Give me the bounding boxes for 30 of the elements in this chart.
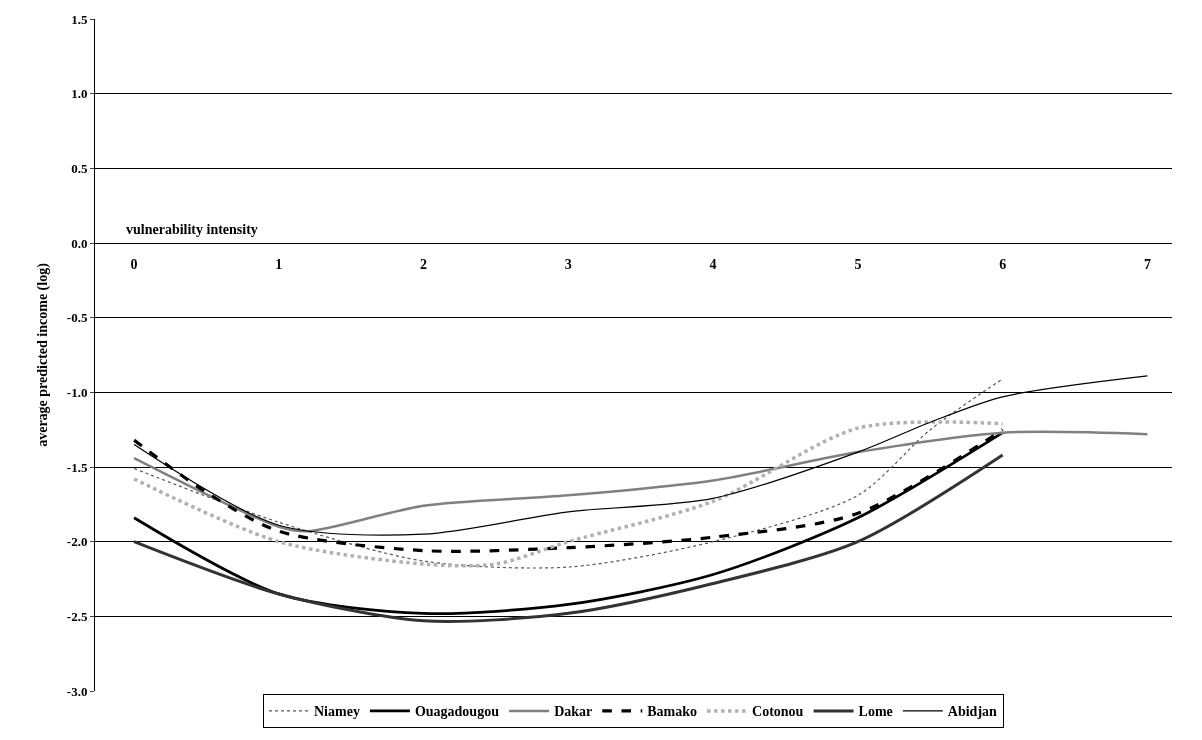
- x-tick-label: 7: [1143, 256, 1151, 272]
- legend-label: Niamey: [314, 704, 360, 720]
- y-tick-label: -3.0: [66, 683, 88, 699]
- legend-label: Cotonou: [752, 704, 804, 720]
- y-tick-label: -0.5: [66, 310, 88, 326]
- x-tick-label: 3: [564, 256, 572, 272]
- x-tick-label: 0: [130, 256, 138, 272]
- y-tick-label: 0.5: [71, 160, 88, 176]
- y-axis-title: average predicted income (log): [35, 262, 52, 447]
- legend-label: Abidjan: [947, 704, 998, 720]
- legend-label: Ouagadougou: [414, 704, 500, 720]
- y-tick-label: 0.0: [71, 235, 88, 251]
- y-tick-label: 1.5: [71, 11, 88, 27]
- y-tick-label: -1.0: [66, 384, 88, 400]
- x-axis-title: vulnerability intensity: [126, 222, 258, 237]
- legend-label: Bamako: [647, 704, 698, 720]
- x-tick-label: 5: [854, 256, 862, 272]
- x-tick-label: 2: [420, 256, 428, 272]
- legend-label: Lome: [858, 704, 893, 720]
- line-series: [132, 453, 1005, 623]
- y-tick-label: -2.0: [66, 534, 88, 550]
- line-series: [132, 430, 1149, 533]
- y-tick-label: -1.5: [66, 459, 88, 475]
- y-tick-label: -2.5: [66, 608, 88, 624]
- x-tick-label: 4: [709, 256, 717, 272]
- x-tick-label: 1: [275, 256, 283, 272]
- y-tick-label: 1.0: [71, 86, 88, 102]
- legend-label: Dakar: [554, 704, 593, 720]
- x-tick-label: 6: [999, 256, 1007, 272]
- line-series: [133, 378, 1004, 569]
